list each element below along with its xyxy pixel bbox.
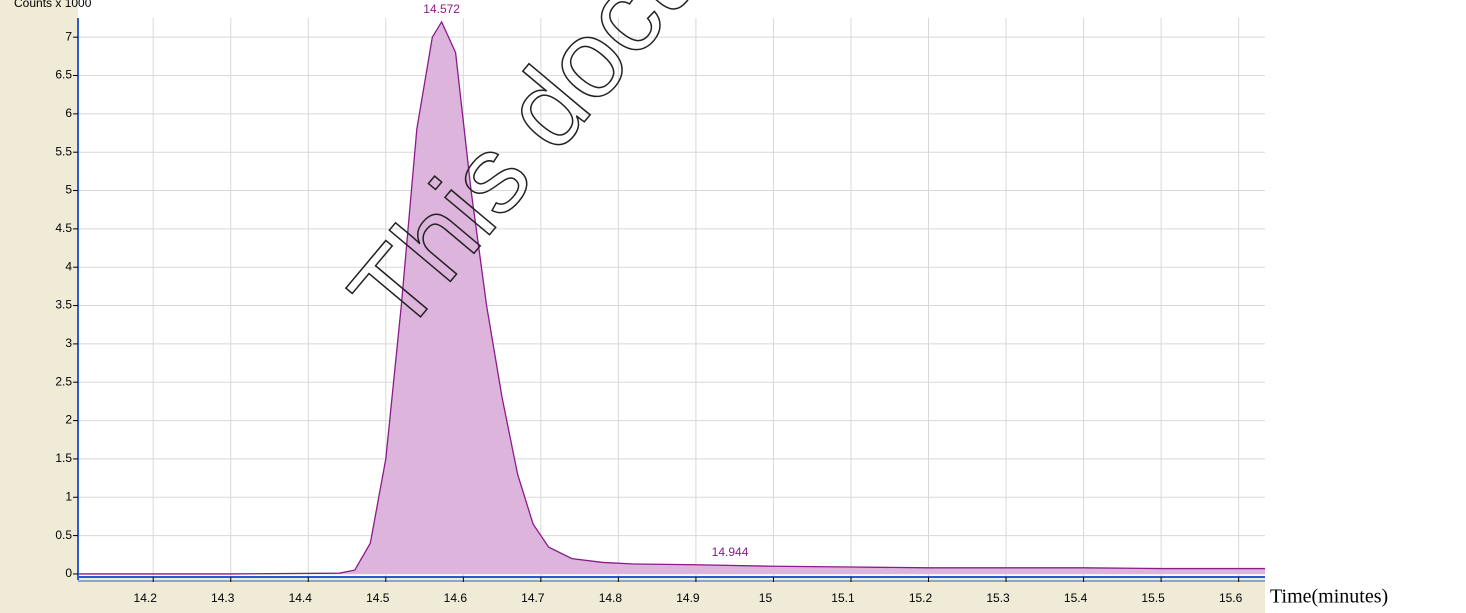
axis-panel [0, 0, 78, 590]
y-tick-label: 1.5 [55, 451, 72, 465]
x-tick-label: 15 [759, 591, 773, 605]
x-tick-label: 14.2 [134, 591, 158, 605]
y-tick-label: 6.5 [55, 68, 72, 82]
grid [78, 18, 1265, 577]
x-tick-label: 15.4 [1064, 591, 1088, 605]
peak-label: 14.572 [423, 2, 460, 16]
x-axis-label: Time(minutes) [1270, 586, 1388, 608]
line [78, 20, 1265, 575]
x-tick-label: 15.1 [831, 591, 855, 605]
x-tick-label: 14.5 [366, 591, 390, 605]
x-tick-label: 14.9 [676, 591, 700, 605]
y-tick-label: 0 [65, 566, 72, 580]
y-tick-label: 5.5 [55, 144, 72, 158]
x-tick-label: 14.3 [211, 591, 235, 605]
labels: 0 0.5 1 1.5 2 2.5 3 3.5 4 4.5 5 5.5 6 6.5 7 14.2 14.3 14.… [55, 2, 1242, 605]
y-tick-label: 0.5 [55, 528, 72, 542]
y-tick-label: 1 [65, 489, 72, 503]
y-tick-label: 6 [65, 106, 72, 120]
y-tick-label: 4.5 [55, 221, 72, 235]
x-tick-label: 14.7 [521, 591, 545, 605]
y-tick-label: 7 [65, 29, 72, 43]
x-tick-label: 14.4 [289, 591, 313, 605]
y-tick-label: 4 [65, 259, 72, 273]
x-tick-label: 15.3 [986, 591, 1010, 605]
marks [78, 20, 1265, 575]
x-tick-label: 15.5 [1141, 591, 1165, 605]
y-axis-label: Counts x 1000 [14, 0, 92, 10]
y-tick-label: 2.5 [55, 374, 72, 388]
x-tick-label: 15.6 [1219, 591, 1243, 605]
y-tick-label: 3 [65, 336, 72, 350]
x-tick-label: 15.2 [909, 591, 933, 605]
y-tick-label: 2 [65, 413, 72, 427]
x-tick-label: 14.8 [599, 591, 623, 605]
plot-area [78, 18, 1265, 577]
x-tick-label: 14.6 [444, 591, 468, 605]
axis-panel [0, 577, 1265, 613]
peak-label: 14.944 [712, 545, 749, 559]
y-tick-label: 3.5 [55, 298, 72, 312]
y-tick-label: 5 [65, 183, 72, 197]
